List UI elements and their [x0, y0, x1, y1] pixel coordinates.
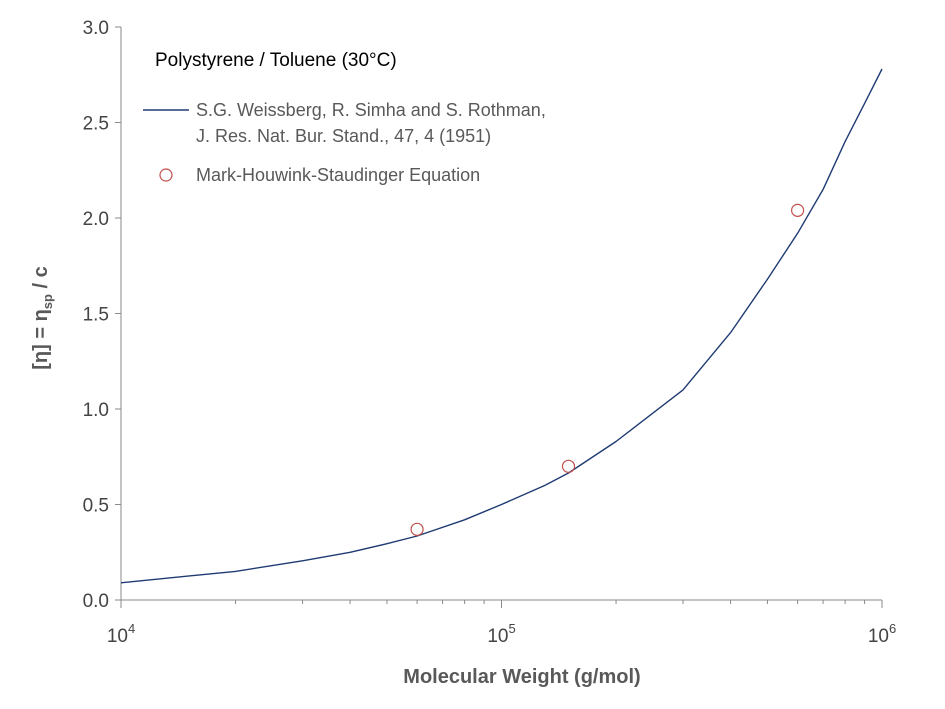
y-tick-label: 2.5	[83, 114, 109, 135]
y-tick-label: 0.5	[83, 496, 109, 517]
series-markers-mhs	[410, 203, 805, 536]
y-tick-label: 2.0	[83, 209, 109, 230]
y-tick-label: 0.0	[83, 591, 109, 612]
series-line-weissberg	[120, 68, 883, 584]
x-axis-ticks: 104 105 106	[107, 600, 896, 647]
x-tick-label: 105	[487, 621, 515, 647]
x-axis-title: Molecular Weight (g/mol)	[403, 666, 640, 688]
legend-label-line-2: J. Res. Nat. Bur. Stand., 47, 4 (1951)	[196, 126, 491, 146]
y-axis-title-suffix: / c	[30, 266, 52, 294]
y-tick-label: 1.5	[83, 305, 109, 326]
data-point-marker	[561, 459, 576, 473]
y-axis-title-subscript: sp	[40, 294, 55, 309]
data-point-marker	[410, 522, 424, 536]
legend-label-line-1: S.G. Weissberg, R. Simha and S. Rothman,	[196, 100, 546, 120]
legend-label-markers: Mark-Houwink-Staudinger Equation	[196, 165, 480, 185]
legend-marker-swatch	[159, 168, 173, 182]
x-tick-label: 106	[868, 621, 896, 647]
y-axis-ticks: 0.0 0.5 1.0 1.5 2.0 2.5 3.0	[83, 18, 121, 612]
x-tick-label: 104	[107, 621, 135, 647]
y-axis-title-prefix: [η] = η	[30, 309, 52, 370]
y-tick-label: 1.0	[83, 400, 109, 421]
legend: S.G. Weissberg, R. Simha and S. Rothman,…	[143, 100, 546, 185]
data-point-marker	[790, 203, 805, 217]
y-tick-label: 3.0	[83, 18, 109, 39]
chart-title: Polystyrene / Toluene (30°C)	[155, 50, 397, 71]
series-line-path	[120, 68, 883, 584]
y-axis-title: [η] = ηsp / c	[30, 266, 55, 370]
